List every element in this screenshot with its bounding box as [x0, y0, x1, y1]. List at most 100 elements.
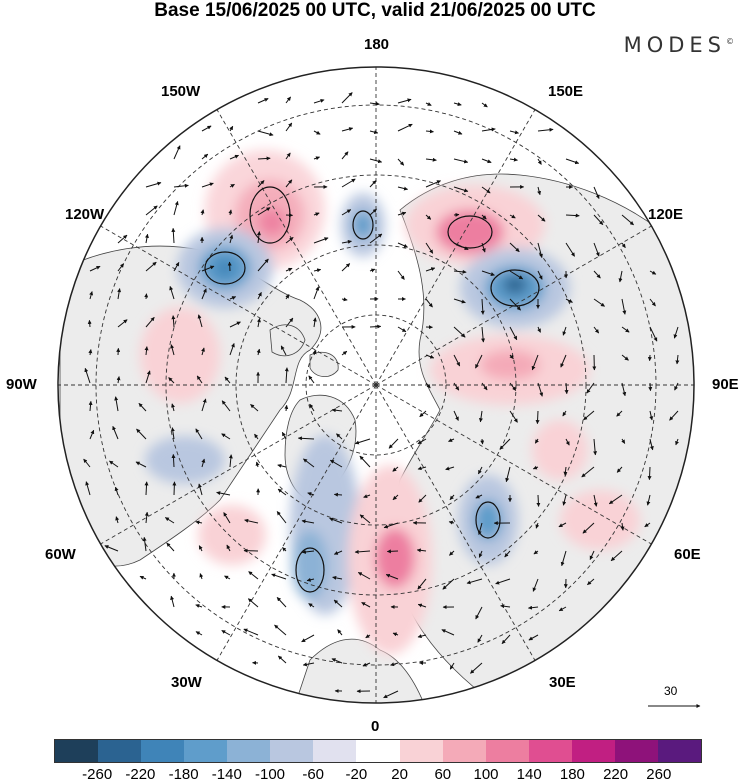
colorbar-label: 220	[603, 766, 629, 783]
wind-vector	[277, 488, 287, 496]
wind-vector	[201, 398, 207, 412]
lon-label-120w: 120W	[65, 206, 105, 223]
wind-vector	[117, 319, 128, 328]
wind-vector	[385, 573, 399, 580]
wind-vector	[475, 354, 483, 369]
lon-label-90w: 90W	[6, 376, 37, 393]
wind-vector	[649, 270, 657, 275]
wind-vector	[117, 288, 122, 300]
wind-vector	[313, 156, 320, 161]
wind-vector	[449, 550, 455, 556]
wind-vector	[195, 520, 203, 525]
wind-vector	[171, 227, 176, 244]
wind-vector	[301, 519, 315, 524]
colorbar-swatch	[442, 740, 486, 762]
wind-vector	[144, 346, 149, 356]
lon-label-0: 0	[371, 718, 380, 735]
wind-vector	[227, 261, 232, 272]
lon-label-60w: 60W	[45, 546, 76, 563]
wind-vector	[285, 237, 294, 244]
wind-vector	[397, 158, 405, 166]
wind-vector	[587, 578, 595, 586]
wind-vector	[331, 408, 343, 413]
wind-vector	[621, 214, 634, 226]
wind-vector	[453, 212, 460, 217]
wind-vector	[255, 461, 260, 468]
wind-vector	[509, 410, 518, 423]
wind-vector	[392, 632, 399, 637]
wind-vector	[448, 520, 455, 525]
wind-vector	[329, 517, 343, 524]
wind-vector	[509, 382, 517, 391]
wind-vector	[669, 410, 679, 421]
wind-vector	[88, 400, 93, 412]
wind-vector	[362, 662, 371, 667]
wind-vector	[166, 542, 175, 552]
wind-vector	[243, 628, 259, 636]
wind-vector	[250, 404, 259, 412]
wind-vector	[276, 511, 287, 524]
wind-vector	[145, 261, 157, 272]
wind-vector	[397, 186, 408, 191]
wind-vector	[470, 662, 483, 674]
wind-vector	[229, 234, 234, 244]
wind-vector	[449, 662, 455, 670]
wind-vector	[302, 662, 315, 667]
wind-vector	[509, 298, 521, 311]
wind-vector	[536, 494, 541, 507]
wind-vector	[417, 466, 427, 471]
wind-vector	[282, 547, 287, 552]
wind-vector	[504, 550, 511, 558]
wind-vector	[285, 294, 290, 300]
wind-vector	[531, 354, 539, 371]
wind-vector	[280, 345, 287, 356]
wind-vector	[276, 597, 287, 608]
wind-vector	[608, 494, 623, 505]
wind-vector	[621, 326, 630, 333]
wind-vector	[453, 354, 461, 367]
wind-vector	[171, 315, 176, 328]
wind-vector	[593, 326, 600, 334]
wind-vector	[114, 396, 119, 412]
colorbar-swatch	[141, 740, 185, 762]
wind-vector	[528, 634, 539, 641]
lon-label-180: 180	[364, 36, 390, 53]
wind-vector	[509, 242, 520, 253]
wind-vector	[509, 270, 524, 280]
wind-vector	[256, 318, 261, 328]
wind-vector	[509, 326, 518, 341]
wind-vector	[341, 350, 348, 356]
wind-vector	[466, 578, 483, 585]
wind-vector	[397, 326, 407, 333]
wind-vectors	[83, 92, 680, 699]
colorbar-label: 260	[646, 766, 672, 783]
wind-vector	[453, 326, 466, 338]
wind-vector	[593, 186, 600, 199]
colorbar-label: -180	[168, 766, 199, 783]
colorbar-swatch	[614, 740, 658, 762]
wind-vector	[621, 242, 626, 249]
wind-vector	[257, 156, 271, 161]
wind-vector	[535, 522, 540, 529]
wind-vector	[416, 548, 427, 553]
wind-vector	[383, 690, 399, 699]
wind-vector	[581, 466, 595, 478]
wind-vector	[89, 265, 101, 272]
wind-vector	[173, 145, 181, 160]
wind-vector	[297, 436, 315, 441]
wind-vector	[475, 606, 483, 620]
wind-vector	[333, 599, 343, 608]
wind-vector	[593, 242, 600, 257]
wind-vector	[285, 317, 294, 328]
wind-vector	[170, 427, 175, 440]
wind-vector	[312, 349, 317, 356]
wind-vector	[648, 382, 653, 392]
wind-vector	[254, 433, 259, 440]
meridian-line	[216, 109, 377, 386]
wind-vector	[229, 343, 235, 356]
wind-vector	[481, 158, 492, 164]
wind-vector	[84, 367, 91, 384]
wind-vector	[257, 292, 262, 300]
lon-label-150e: 150E	[548, 83, 584, 100]
wind-vector	[481, 186, 491, 194]
